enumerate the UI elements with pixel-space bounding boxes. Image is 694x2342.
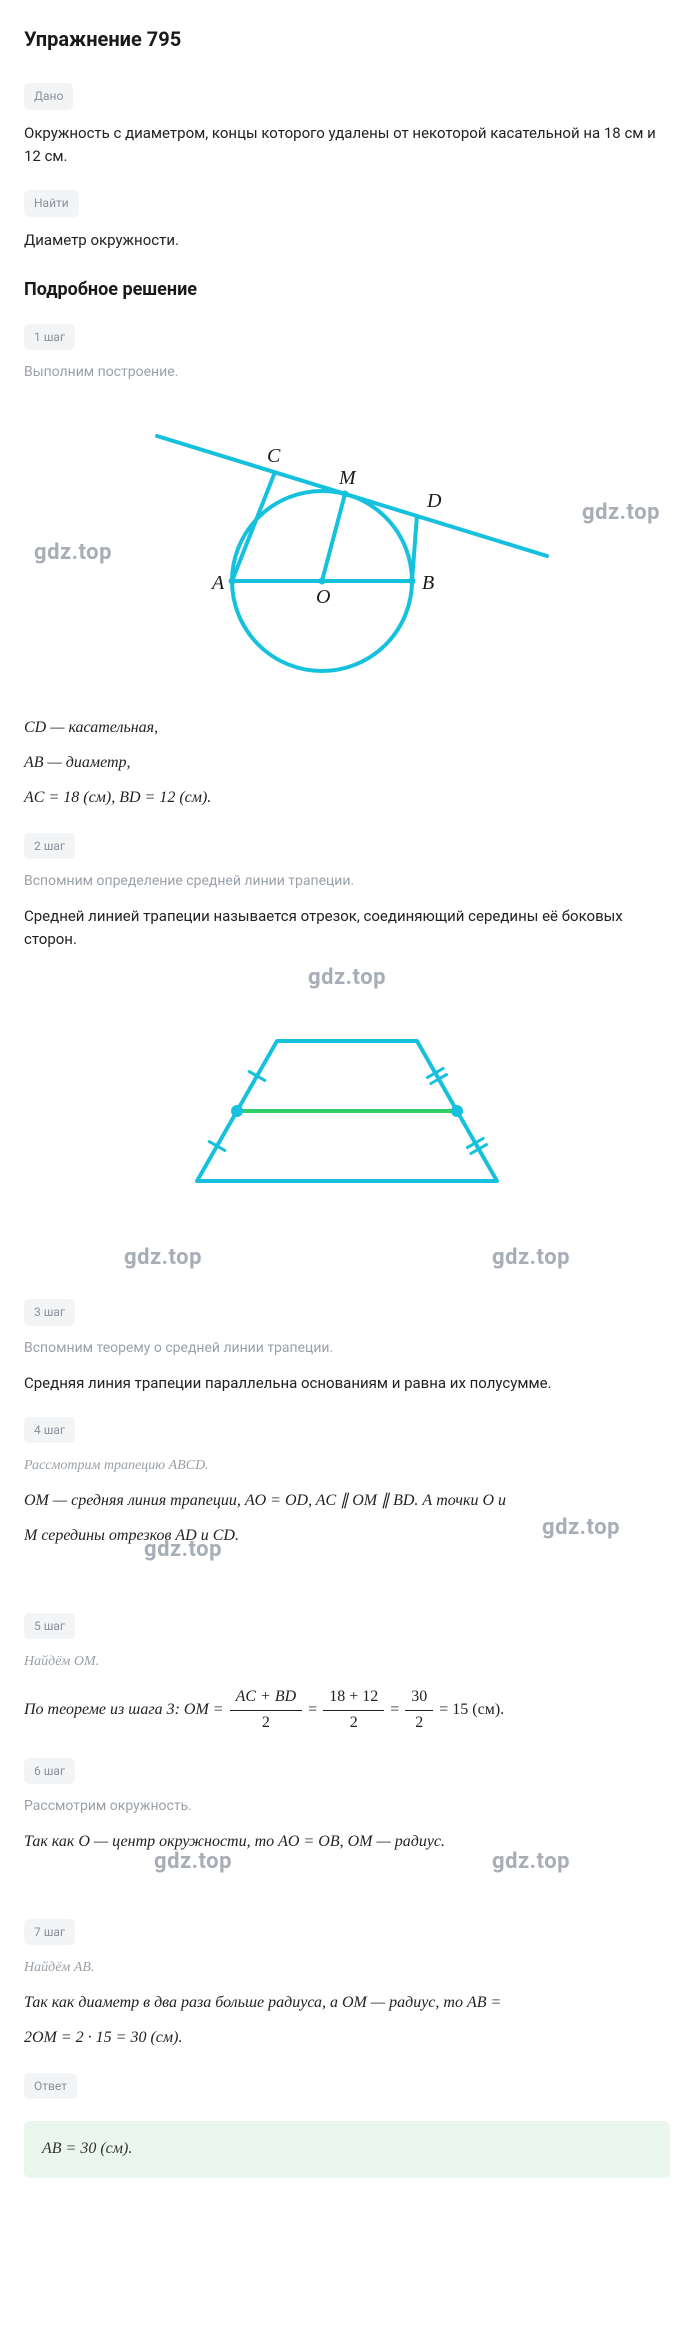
step-pill-5: 5 шаг bbox=[24, 1613, 75, 1640]
diagram-1-wrap: gdz.top gdz.top ABOMCD bbox=[24, 396, 670, 696]
fraction: AC + BD 2 bbox=[228, 1685, 305, 1736]
text: Рассмотрим трапецию ABCD. bbox=[24, 1458, 209, 1473]
step-5-lead: Найдём OM. bbox=[24, 1651, 670, 1673]
text: Найдём AB. bbox=[24, 1960, 94, 1975]
step-pill-4: 4 шаг bbox=[24, 1417, 75, 1444]
answer-pill: Ответ bbox=[24, 2073, 77, 2100]
find-text: Диаметр окружности. bbox=[24, 229, 670, 252]
svg-text:C: C bbox=[267, 445, 281, 467]
step-2-body: Средней линией трапеции называется отрез… bbox=[24, 905, 670, 952]
denominator: 2 bbox=[230, 1711, 303, 1736]
text: AC = 18 (см), BD = 12 (см). bbox=[24, 789, 211, 806]
step-4-lead: Рассмотрим трапецию ABCD. bbox=[24, 1455, 670, 1477]
diagram-circle-tangent: A B O M C D bbox=[97, 406, 597, 696]
svg-text:O: O bbox=[316, 586, 330, 608]
step-1-lead: Выполним построение. bbox=[24, 362, 670, 384]
denominator: 2 bbox=[405, 1711, 433, 1736]
step-6-body: Так как O — центр окружности, то AO = OB… bbox=[24, 1830, 670, 1855]
step-3-body: Средняя линия трапеции параллельна основ… bbox=[24, 1372, 670, 1395]
step-pill-6: 6 шаг bbox=[24, 1758, 75, 1785]
text: Так как диаметр в два раза больше радиус… bbox=[24, 1994, 501, 2011]
exercise-title: Упражнение 795 bbox=[24, 24, 670, 55]
step-2-lead: Вспомним определение средней линии трапе… bbox=[24, 871, 670, 893]
numerator: 30 bbox=[405, 1685, 433, 1711]
text: OM — средняя линия трапеции, AO = OD, AC… bbox=[24, 1492, 506, 1509]
solution-title: Подробное решение bbox=[24, 276, 670, 304]
svg-text:M: M bbox=[338, 467, 357, 489]
text: CD — касательная, bbox=[24, 719, 158, 736]
fraction: 30 2 bbox=[403, 1685, 435, 1736]
step-3-lead: Вспомним теорему о средней линии трапеци… bbox=[24, 1338, 670, 1360]
answer-text: AB = 30 (см). bbox=[42, 2140, 132, 2157]
watermark: gdz.top bbox=[492, 1241, 570, 1275]
find-pill: Найти bbox=[24, 190, 79, 217]
text: Найдём OM. bbox=[24, 1654, 99, 1669]
numerator: 18 + 12 bbox=[323, 1685, 384, 1711]
given-pill: Дано bbox=[24, 83, 73, 110]
step-7-lead: Найдём AB. bbox=[24, 1957, 670, 1979]
diagram-trapezoid bbox=[87, 1011, 607, 1211]
step-7-body1: Так как диаметр в два раза больше радиус… bbox=[24, 1991, 670, 2016]
text: = 15 (см). bbox=[439, 1701, 504, 1718]
step-pill-2: 2 шаг bbox=[24, 833, 75, 860]
svg-text:A: A bbox=[210, 572, 225, 594]
fraction: 18 + 12 2 bbox=[321, 1685, 386, 1736]
text: По теореме из шага 3: OM = bbox=[24, 1701, 224, 1718]
answer-box: AB = 30 (см). bbox=[24, 2121, 670, 2178]
step-5-formula: По теореме из шага 3: OM = AC + BD 2 = 1… bbox=[24, 1685, 670, 1736]
step-pill-7: 7 шаг bbox=[24, 1919, 75, 1946]
text: M середины отрезков AD и CD. bbox=[24, 1527, 239, 1544]
given-text: Окружность с диаметром, концы которого у… bbox=[24, 122, 670, 169]
step1-line-ab: AB — диаметр, bbox=[24, 751, 670, 776]
diagram-2-wrap bbox=[24, 1001, 670, 1221]
step-pill-3: 3 шаг bbox=[24, 1299, 75, 1326]
text: Так как O — центр окружности, то AO = OB… bbox=[24, 1833, 445, 1850]
svg-text:B: B bbox=[422, 572, 434, 594]
watermark: gdz.top bbox=[124, 1241, 202, 1275]
step-7-body2: 2OM = 2 · 15 = 30 (см). bbox=[24, 2026, 670, 2051]
watermark: gdz.top bbox=[308, 961, 386, 995]
text: 2OM = 2 · 15 = 30 (см). bbox=[24, 2029, 182, 2046]
numerator: AC + BD bbox=[230, 1685, 303, 1711]
step-6-lead: Рассмотрим окружность. bbox=[24, 1796, 670, 1818]
step-pill-1: 1 шаг bbox=[24, 324, 75, 351]
step-4-line2: M середины отрезков AD и CD. bbox=[24, 1524, 670, 1549]
step1-line-vals: AC = 18 (см), BD = 12 (см). bbox=[24, 786, 670, 811]
svg-text:D: D bbox=[426, 490, 442, 512]
step-4-line1: OM — средняя линия трапеции, AO = OD, AC… bbox=[24, 1489, 670, 1514]
text: AB — диаметр, bbox=[24, 754, 131, 771]
denominator: 2 bbox=[323, 1711, 384, 1736]
step1-line-cd: CD — касательная, bbox=[24, 716, 670, 741]
